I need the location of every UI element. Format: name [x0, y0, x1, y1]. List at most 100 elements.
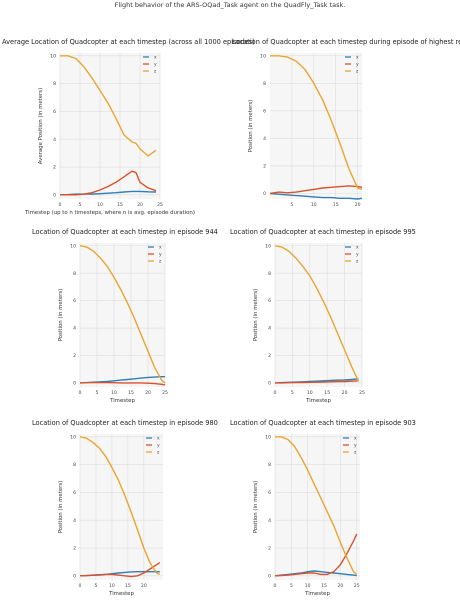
legend-label-y: y [356, 253, 359, 258]
x-tick-label: 0 [274, 390, 277, 396]
x-tick-label: 20 [145, 390, 151, 396]
legend-label-z: z [157, 451, 160, 456]
y-tick-label: 4 [268, 518, 271, 524]
legend-label-y: y [356, 63, 359, 68]
series-line-z [275, 436, 358, 575]
plot-area [80, 243, 165, 387]
legend-label-x: x [356, 56, 359, 61]
x-tick-label: 0 [79, 390, 82, 396]
y-axis-label: Average Position (in meters) [38, 88, 44, 164]
legend-label-x: x [356, 246, 359, 251]
y-tick-label: 8 [268, 462, 271, 468]
x-tick-label: 10 [111, 390, 117, 396]
y-tick-label: 10 [70, 243, 76, 249]
y-tick-label: 10 [265, 243, 271, 249]
series-line-y [79, 562, 161, 578]
x-tick-label: 25 [157, 202, 163, 208]
x-tick-label: 5 [94, 583, 97, 589]
y-tick-label: 10 [70, 434, 76, 440]
series-line-z [60, 55, 157, 157]
series-line-z [79, 436, 161, 576]
x-tick-label: 15 [324, 390, 330, 396]
x-axis-label: Timestep [304, 591, 330, 597]
x-tick-label: 15 [117, 202, 123, 208]
x-tick-label: 15 [321, 583, 327, 589]
y-axis-label: Position (in meters) [58, 289, 64, 342]
x-tick-label: 0 [274, 583, 277, 589]
y-tick-label: 8 [73, 271, 76, 277]
chart-title: Location of Quadcopter at each timestep … [230, 419, 416, 427]
x-tick-label: 25 [359, 390, 365, 396]
series-line-z [79, 245, 166, 384]
legend-label-z: z [159, 260, 162, 265]
y-tick-label: 10 [50, 53, 56, 59]
x-tick-label: 0 [59, 202, 62, 208]
y-tick-label: 0 [53, 192, 56, 198]
legend-label-y: y [154, 63, 157, 68]
figure-title: Flight behavior of the ARS-OQad_Task age… [114, 1, 346, 9]
x-tick-label: 15 [128, 390, 134, 396]
x-tick-label: 5 [290, 202, 293, 208]
y-axis-label: Position (in meters) [253, 289, 259, 342]
plot-area [80, 434, 163, 580]
series-line-x [269, 192, 363, 200]
y-tick-label: 4 [53, 137, 56, 143]
x-axis-label: Timestep [109, 398, 135, 404]
x-tick-label: 25 [354, 583, 360, 589]
chart-title: Average Location of Quadcopter at each t… [2, 38, 255, 46]
y-tick-label: 2 [263, 164, 266, 170]
legend-label-y: y [157, 444, 160, 449]
x-tick-label: 0 [79, 583, 82, 589]
x-tick-label: 5 [290, 583, 293, 589]
series-line-y [79, 381, 166, 386]
y-axis-label: Position (in meters) [248, 100, 254, 153]
plot-area [275, 243, 362, 387]
chart-title: Location of Quadcopter at each timestep … [32, 228, 218, 236]
series-line-y [275, 380, 359, 384]
y-tick-label: 10 [265, 434, 271, 440]
x-tick-label: 15 [333, 202, 339, 208]
x-tick-label: 20 [137, 202, 143, 208]
y-tick-label: 4 [73, 326, 76, 332]
x-tick-label: 20 [337, 583, 343, 589]
y-tick-label: 6 [73, 490, 76, 496]
y-tick-label: 6 [53, 109, 56, 115]
y-tick-label: 0 [73, 380, 76, 386]
x-axis-label: Timestep [305, 398, 331, 404]
y-tick-label: 4 [73, 518, 76, 524]
series-line-z [274, 245, 360, 382]
x-tick-label: 15 [125, 583, 131, 589]
x-tick-label: 20 [342, 390, 348, 396]
y-tick-label: 6 [268, 490, 271, 496]
legend-label-x: x [154, 56, 157, 61]
x-tick-label: 10 [109, 583, 115, 589]
series-line-y [59, 170, 157, 196]
x-tick-label: 10 [311, 202, 317, 208]
y-axis-label: Position (in meters) [253, 481, 259, 534]
y-tick-label: 8 [73, 462, 76, 468]
y-tick-label: 6 [263, 108, 266, 114]
legend-label-x: x [354, 437, 357, 442]
y-tick-label: 2 [268, 546, 271, 552]
x-axis-label: Timestep [108, 591, 134, 597]
x-tick-label: 20 [141, 583, 147, 589]
y-tick-label: 6 [268, 298, 271, 304]
chart-title: Location of Quadcopter at each timestep … [32, 419, 218, 427]
legend-label-z: z [154, 70, 157, 75]
legend-label-z: z [354, 451, 357, 456]
x-tick-label: 10 [307, 390, 313, 396]
plot-area [270, 53, 362, 199]
y-tick-label: 4 [263, 136, 266, 142]
legend-label-y: y [354, 444, 357, 449]
legend-label-x: x [159, 246, 162, 251]
x-tick-label: 5 [96, 390, 99, 396]
x-tick-label: 5 [79, 202, 82, 208]
y-tick-label: 0 [268, 380, 271, 386]
chart-title: Location of Quadcopter at each timestep … [230, 228, 416, 236]
legend-label-z: z [356, 70, 359, 75]
plot-area [60, 53, 160, 199]
series-line-z [270, 55, 363, 191]
y-tick-label: 6 [73, 298, 76, 304]
chart-title: Location of Quadcopter at each timestep … [232, 38, 460, 46]
